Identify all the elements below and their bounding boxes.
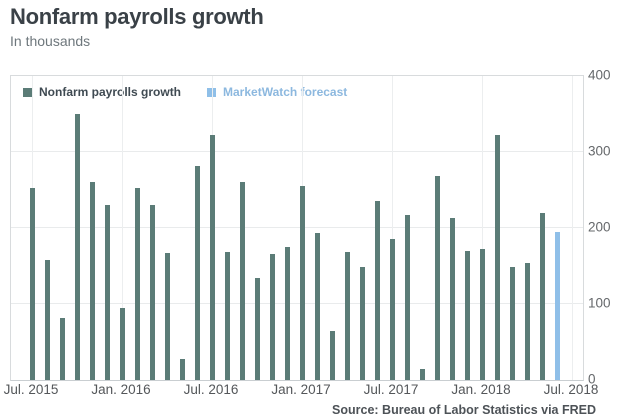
payrolls-bar (479, 249, 485, 380)
payrolls-bar (269, 253, 275, 380)
chart-title: Nonfarm payrolls growth (10, 4, 264, 29)
payrolls-bar (539, 212, 545, 380)
payrolls-bar (524, 262, 530, 380)
y-axis-label-100: 100 (588, 295, 611, 311)
forecast-swatch-icon (207, 87, 217, 97)
gridline-y-200 (11, 227, 583, 228)
payrolls-bar (494, 135, 500, 380)
payrolls-bar (344, 252, 350, 380)
payrolls-bar (59, 318, 65, 380)
payrolls-bar (374, 201, 380, 380)
payrolls-bar (434, 176, 440, 380)
x-axis-label: Jul. 2016 (183, 382, 239, 397)
payrolls-bar (89, 182, 95, 380)
payrolls-bar (284, 247, 290, 380)
payrolls-bar (329, 330, 335, 380)
y-axis-label-300: 300 (588, 143, 611, 159)
payrolls-bar (404, 215, 410, 380)
y-axis-label-400: 400 (588, 67, 611, 83)
payrolls-bar (194, 166, 200, 380)
legend-item-payrolls: Nonfarm payrolls growth (23, 85, 181, 99)
payrolls-bar (464, 250, 470, 380)
payrolls-bar (134, 187, 140, 380)
gridline-y-300 (11, 151, 583, 152)
chart-subtitle: In thousands (10, 33, 91, 49)
payrolls-bar (239, 182, 245, 380)
x-axis-label: Jan. 2018 (451, 382, 511, 397)
legend: Nonfarm payrolls growth MarketWatch fore… (23, 85, 347, 99)
payrolls-bar (119, 307, 125, 380)
legend-item-forecast: MarketWatch forecast (207, 85, 347, 99)
x-axis-label: Jan. 2016 (91, 382, 151, 397)
payrolls-bar (419, 369, 425, 380)
forecast-bar (554, 231, 560, 380)
legend-payrolls-label: Nonfarm payrolls growth (39, 85, 182, 99)
payrolls-bar (149, 205, 155, 380)
x-axis-label: Jan. 2017 (271, 382, 331, 397)
payrolls-bar (224, 252, 230, 380)
payrolls-bar (104, 205, 110, 380)
payrolls-bar (44, 259, 50, 380)
plot-area: Nonfarm payrolls growth MarketWatch fore… (10, 75, 584, 381)
source-attribution: Source: Bureau of Labor Statistics via F… (332, 403, 596, 417)
payrolls-bar (164, 253, 170, 380)
payrolls-bar (314, 232, 320, 380)
legend-forecast-label: MarketWatch forecast (223, 85, 348, 99)
payrolls-bar (254, 278, 260, 380)
gridline-x (482, 76, 483, 380)
payrolls-bar (299, 186, 305, 380)
payrolls-swatch-icon (23, 87, 32, 97)
x-axis-label: Jul. 2015 (3, 382, 59, 397)
gridline-x (122, 76, 123, 380)
x-axis: Jul. 2015 Jan. 2016 Jul. 2016 Jan. 2017 Jul.… (4, 382, 599, 400)
x-axis-label: Jul. 2018 (543, 382, 599, 397)
gridline-y-100 (11, 303, 583, 304)
y-axis-label-200: 200 (588, 219, 611, 235)
y-axis-label-0: 0 (588, 371, 596, 387)
payrolls-bar (209, 135, 215, 380)
payrolls-bar (359, 266, 365, 380)
payrolls-bar (389, 238, 395, 380)
payrolls-bar (74, 114, 80, 380)
gridline-x (572, 76, 573, 380)
payrolls-bar (509, 266, 515, 380)
x-axis-label: Jul. 2017 (363, 382, 419, 397)
gridline-x (392, 76, 393, 380)
payrolls-bar (449, 218, 455, 380)
y-axis: 0 100 200 300 400 (588, 68, 629, 387)
payrolls-bar (179, 359, 185, 380)
payrolls-bar (29, 187, 35, 380)
